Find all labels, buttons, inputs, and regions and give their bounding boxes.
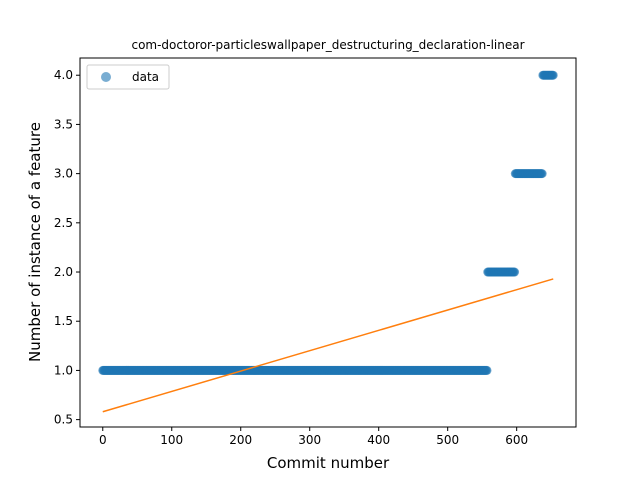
y-tick-label: 1.5 bbox=[54, 314, 73, 328]
y-tick-label: 1.0 bbox=[54, 363, 73, 377]
legend-box bbox=[86, 64, 170, 90]
y-tick-label: 4.0 bbox=[54, 68, 73, 82]
x-tick-label: 100 bbox=[160, 433, 183, 447]
plot-area bbox=[80, 58, 576, 427]
legend-marker bbox=[101, 72, 111, 82]
data-layer bbox=[98, 70, 558, 413]
data-point bbox=[482, 365, 492, 375]
y-tick-label: 3.5 bbox=[54, 117, 73, 131]
data-point bbox=[510, 267, 520, 277]
data-point bbox=[537, 169, 547, 179]
fit-line bbox=[102, 278, 554, 413]
data-point bbox=[548, 70, 558, 80]
x-tick-label: 200 bbox=[229, 433, 252, 447]
x-tick-label: 0 bbox=[99, 433, 107, 447]
y-tick-label: 0.5 bbox=[54, 413, 73, 427]
plot-frame bbox=[79, 57, 577, 428]
legend-label: data bbox=[132, 70, 159, 84]
y-tick-label: 2.0 bbox=[54, 265, 73, 279]
x-tick-label: 500 bbox=[436, 433, 459, 447]
x-tick-label: 400 bbox=[367, 433, 390, 447]
chart-title: com-doctoror-particleswallpaper_destruct… bbox=[131, 38, 524, 52]
y-tick-label: 2.5 bbox=[54, 216, 73, 230]
x-tick-label: 300 bbox=[298, 433, 321, 447]
x-tick-label: 600 bbox=[505, 433, 528, 447]
x-axis-label: Commit number bbox=[267, 454, 390, 472]
y-axis-label: Number of instance of a feature bbox=[26, 122, 44, 362]
axis-ticks: 0 100 200 300 400 500 600 0.5 1.0 1.5 2.0 2.5 3.0 3.5… bbox=[54, 68, 528, 447]
legend: data bbox=[86, 64, 170, 90]
y-tick-label: 3.0 bbox=[54, 167, 73, 181]
